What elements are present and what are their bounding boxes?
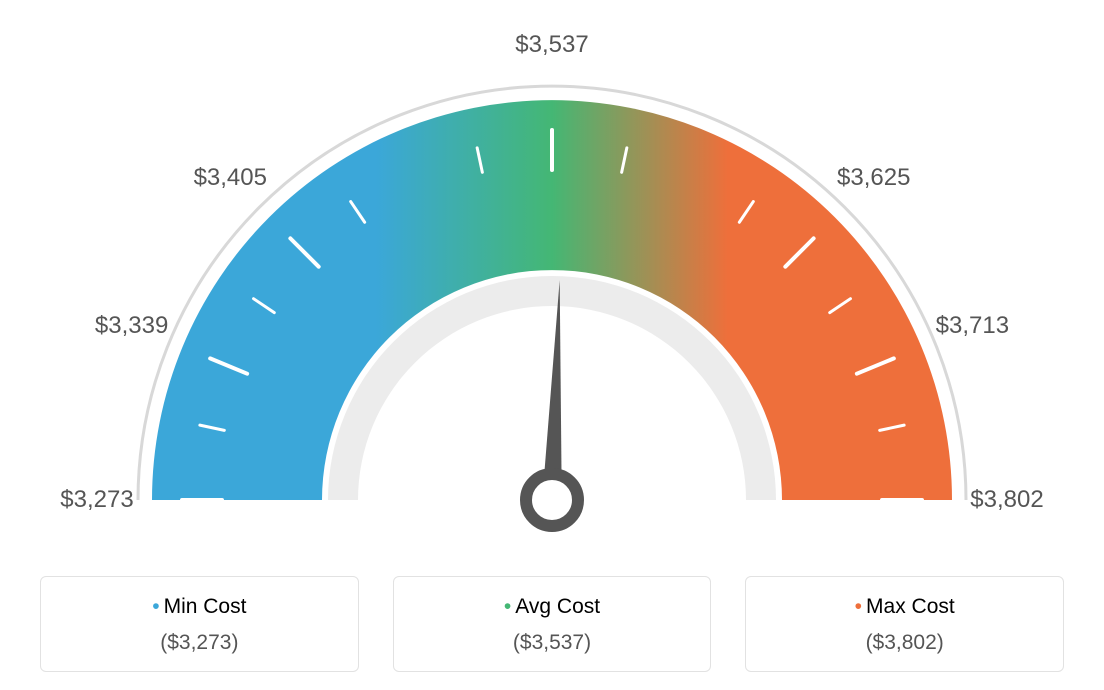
- legend-title-min: •Min Cost: [53, 595, 346, 619]
- legend-card-min: •Min Cost ($3,273): [40, 576, 359, 672]
- gauge-tick-label: $3,537: [515, 31, 588, 59]
- legend-value-min: ($3,273): [53, 631, 346, 655]
- dot-icon: •: [152, 595, 159, 618]
- gauge-chart-container: $3,273 $3,339 $3,405 $3,537 $3,625 $3,713 $3,8…: [0, 0, 1104, 690]
- legend-card-max: •Max Cost ($3,802): [745, 576, 1064, 672]
- legend-label-avg: Avg Cost: [515, 595, 600, 618]
- legend-title-avg: •Avg Cost: [406, 595, 699, 619]
- legend-value-avg: ($3,537): [406, 631, 699, 655]
- gauge-tick-label: $3,802: [970, 486, 1043, 514]
- legend-value-max: ($3,802): [758, 631, 1051, 655]
- legend-label-min: Min Cost: [164, 595, 247, 618]
- gauge-area: $3,273 $3,339 $3,405 $3,537 $3,625 $3,713 $3,8…: [0, 0, 1104, 560]
- gauge-svg: [0, 0, 1104, 560]
- dot-icon: •: [504, 595, 511, 618]
- gauge-tick-label: $3,625: [837, 164, 910, 192]
- dot-icon: •: [855, 595, 862, 618]
- gauge-tick-label: $3,273: [60, 486, 133, 514]
- gauge-tick-label: $3,405: [194, 164, 267, 192]
- legend-row: •Min Cost ($3,273) •Avg Cost ($3,537) •M…: [0, 576, 1104, 672]
- legend-title-max: •Max Cost: [758, 595, 1051, 619]
- gauge-tick-label: $3,339: [95, 312, 168, 340]
- legend-label-max: Max Cost: [866, 595, 955, 618]
- gauge-tick-label: $3,713: [936, 312, 1009, 340]
- legend-card-avg: •Avg Cost ($3,537): [393, 576, 712, 672]
